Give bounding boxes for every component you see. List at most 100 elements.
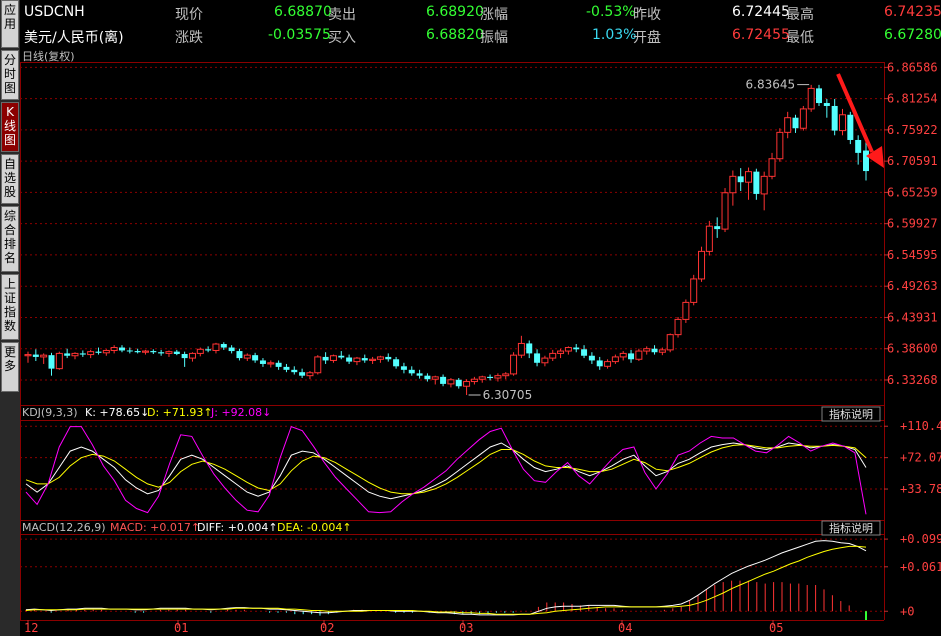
candle-body-up <box>165 351 173 354</box>
candle-body-up <box>478 376 486 380</box>
candle-body-up <box>658 349 666 353</box>
symbol-code: USDCNH <box>24 4 85 20</box>
sidebar-tab-char: 自 <box>3 157 16 171</box>
candle-body-down <box>228 347 235 352</box>
candle-body-up <box>564 347 572 352</box>
sidebar-tab-char: 选 <box>3 171 16 185</box>
date-tick-label: 04 <box>618 621 632 635</box>
sidebar-tab-char: 数 <box>3 319 16 333</box>
candle-body-up <box>768 158 776 177</box>
label-open: 开盘 <box>633 30 661 46</box>
sidebar-tab-char: 时 <box>3 67 16 81</box>
macd-indicator-help-button <box>821 520 881 536</box>
candle-body-up <box>243 354 251 359</box>
candle-body-up <box>690 278 698 303</box>
date-tick-label: 12 <box>24 621 38 635</box>
candle-body-up <box>87 351 95 356</box>
value-change-pct: -0.53% <box>586 4 636 20</box>
macd-indicator-help-label: 指标说明 <box>829 521 873 535</box>
sidebar-tab-4[interactable]: 综合排名 <box>1 206 19 272</box>
candle-body-up <box>314 356 322 374</box>
label-change-pct: 涨幅 <box>480 7 508 23</box>
candle-body-down <box>181 353 188 359</box>
kdj-line-d <box>25 444 867 495</box>
candle-body-down <box>126 350 133 352</box>
candle-body-up <box>807 87 815 110</box>
candle-body-up <box>24 354 32 357</box>
price-tick-label: 6.43931 <box>887 310 938 324</box>
candle-body-up <box>557 350 565 354</box>
kdj-panel: +110.4 +72.07 +33.78 KDJ(9,3,3) K: +78.65↓D:… <box>20 406 941 515</box>
candle-body-down <box>855 139 862 153</box>
candle-body-up <box>470 378 478 383</box>
candle-body-down <box>753 171 760 194</box>
sidebar-tab-char: 证 <box>3 291 16 305</box>
candle-body-down <box>275 362 282 367</box>
price-tick-label: 6.75922 <box>887 123 938 137</box>
value-ask: 6.68920 <box>426 4 484 20</box>
value-prev-close: 6.72445 <box>732 4 790 20</box>
candle-body-up <box>705 225 713 252</box>
candle-body-down <box>823 103 830 106</box>
sidebar-tab-6[interactable]: 更多 <box>1 342 19 392</box>
candle-body-down <box>393 359 400 367</box>
label-ask: 卖出 <box>328 7 356 23</box>
trend-arrow-shaft <box>836 73 874 153</box>
candle-body-up <box>674 318 682 336</box>
candle-body-down <box>831 105 838 131</box>
candle-body-down <box>338 355 345 358</box>
kdj-tick-label: +72.07 <box>900 451 941 465</box>
candle-body-up <box>447 379 455 385</box>
candle-body-up <box>784 117 792 133</box>
price-tick-label: 6.38600 <box>887 342 938 356</box>
price-tick-label: 6.86586 <box>887 60 938 74</box>
candle-body-up <box>110 347 118 351</box>
candle-body-down <box>847 114 854 140</box>
candle-body-down <box>64 353 71 356</box>
macd-tick-label: +0 <box>900 604 914 618</box>
candle-body-up <box>40 354 48 358</box>
price-tick-label: 6.33268 <box>887 373 938 387</box>
price-tick-label: 6.65259 <box>887 185 938 199</box>
price-tick-label: 6.70591 <box>887 154 938 168</box>
sidebar-tab-3[interactable]: 自选股 <box>1 154 19 204</box>
macd-legend-1: DIFF: +0.004↑ <box>197 521 278 534</box>
candle-body-up <box>212 343 220 351</box>
candle-body-up <box>306 372 314 377</box>
value-bid: 6.68820 <box>426 27 484 43</box>
candle-body-down <box>322 356 329 361</box>
sidebar-tab-char: 上 <box>3 277 16 291</box>
value-amplitude: 1.03% <box>592 27 637 43</box>
candle-body-up <box>682 301 690 320</box>
date-tick-label: 01 <box>174 621 188 635</box>
candle-body-up <box>721 192 729 230</box>
candle-body-up <box>431 376 439 380</box>
candlestick-series <box>24 84 869 396</box>
sidebar-tab-0[interactable]: 应用 <box>1 0 19 48</box>
sidebar-tab-char: 线 <box>3 119 16 133</box>
date-axis: 12 01 02 03 04 05 <box>24 620 783 635</box>
sidebar-tab-1[interactable]: 分时图 <box>1 50 19 100</box>
macd-tick-label: +0.061 <box>900 560 941 574</box>
candle-body-up <box>369 358 377 361</box>
candle-body-down <box>534 353 541 363</box>
candle-body-up <box>267 362 275 365</box>
kdj-legend-2: J: +92.08↓ <box>210 406 271 419</box>
macd-line-diff <box>25 540 867 616</box>
candle-body-down <box>385 356 392 360</box>
candle-body-down <box>526 343 533 354</box>
candle-body-down <box>259 360 266 364</box>
chart-mode-label: 日线(复权) <box>22 50 75 63</box>
sidebar-tab-char: 用 <box>3 17 16 31</box>
candle-body-up <box>329 355 337 361</box>
candle-body-down <box>79 353 86 355</box>
value-low: 6.67280 <box>884 27 941 43</box>
candle-body-up <box>729 175 737 194</box>
sidebar-tab-char: 分 <box>3 53 16 67</box>
sidebar-tab-5[interactable]: 上证指数 <box>1 274 19 340</box>
candle-body-down <box>291 369 298 373</box>
grid-lines <box>20 62 885 621</box>
sidebar-tab-char: 综 <box>3 209 16 223</box>
